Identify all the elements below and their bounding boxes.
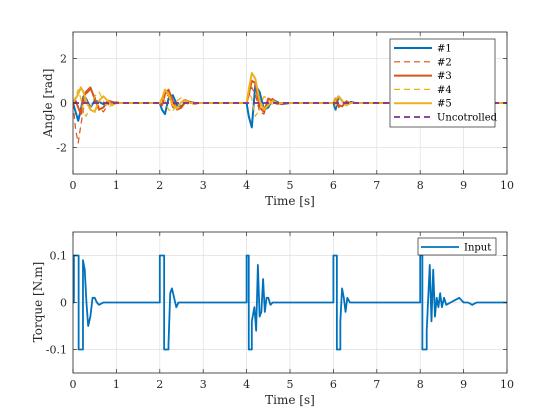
x-tick-label: 3 [200, 378, 207, 391]
x-tick-label: 7 [373, 378, 380, 391]
torque-subplot: 0 1 2 3 4 5 6 7 8 9 10 -0.1 0 0.1 Time [s] Torque [N.… [31, 231, 514, 407]
x-tick-label: 9 [460, 378, 467, 391]
y-tick-label: 0 [60, 297, 67, 310]
angle-xlabel: Time [s] [265, 194, 315, 208]
x-tick-label: 8 [417, 179, 424, 192]
x-tick-label: 7 [373, 179, 380, 192]
y-tick-label: 2 [60, 53, 67, 66]
x-tick-label: 5 [287, 378, 294, 391]
x-tick-label: 4 [243, 378, 250, 391]
x-tick-label: 1 [113, 378, 120, 391]
x-tick-label: 0 [70, 378, 77, 391]
legend-entry: Uncotrolled [437, 113, 498, 124]
x-tick-label: 4 [243, 179, 250, 192]
x-tick-label: 2 [156, 179, 163, 192]
torque-legend: Input [417, 237, 497, 256]
x-tick-label: 6 [330, 378, 337, 391]
x-tick-label: 3 [200, 179, 207, 192]
torque-plot-area [73, 254, 507, 351]
x-tick-label: 1 [113, 179, 120, 192]
torque-xlabel: Time [s] [265, 393, 315, 407]
y-tick-label: -0.1 [46, 344, 67, 357]
y-tick-label: 0.1 [50, 250, 68, 263]
x-tick-label: 9 [460, 179, 467, 192]
x-tick-label: 10 [500, 179, 514, 192]
angle-legend-box [389, 38, 496, 128]
x-tick-label: 0 [70, 179, 77, 192]
legend-entry: Input [464, 243, 491, 254]
angle-subplot: 0 1 2 3 4 5 6 7 8 9 10 -2 0 2 Time [s] Angle [rad] #1… [41, 31, 514, 208]
torque-ylabel: Torque [N.m] [31, 262, 45, 343]
legend-entry: #3 [437, 71, 452, 82]
x-tick-label: 8 [417, 378, 424, 391]
angle-ylabel: Angle [rad] [41, 69, 55, 139]
series-line-0 [73, 254, 507, 351]
legend-entry: #5 [437, 99, 452, 110]
x-tick-label: 6 [330, 179, 337, 192]
x-tick-label: 5 [287, 179, 294, 192]
angle-legend: #1 #2 #3 #4 #5 Uncotrolled [389, 38, 498, 128]
torque-ticks: 0 1 2 3 4 5 6 7 8 9 10 -0.1 0 0.1 [46, 232, 514, 391]
x-tick-label: 2 [156, 378, 163, 391]
legend-entry: #4 [437, 85, 452, 96]
legend-entry: #2 [437, 57, 452, 68]
y-tick-label: 0 [60, 97, 67, 110]
torque-series-lines [73, 254, 507, 351]
y-tick-label: -2 [56, 141, 67, 154]
x-tick-label: 10 [500, 378, 514, 391]
legend-entry: #1 [437, 44, 452, 55]
angle-ticks: 0 1 2 3 4 5 6 7 8 9 10 -2 0 2 [56, 32, 514, 192]
